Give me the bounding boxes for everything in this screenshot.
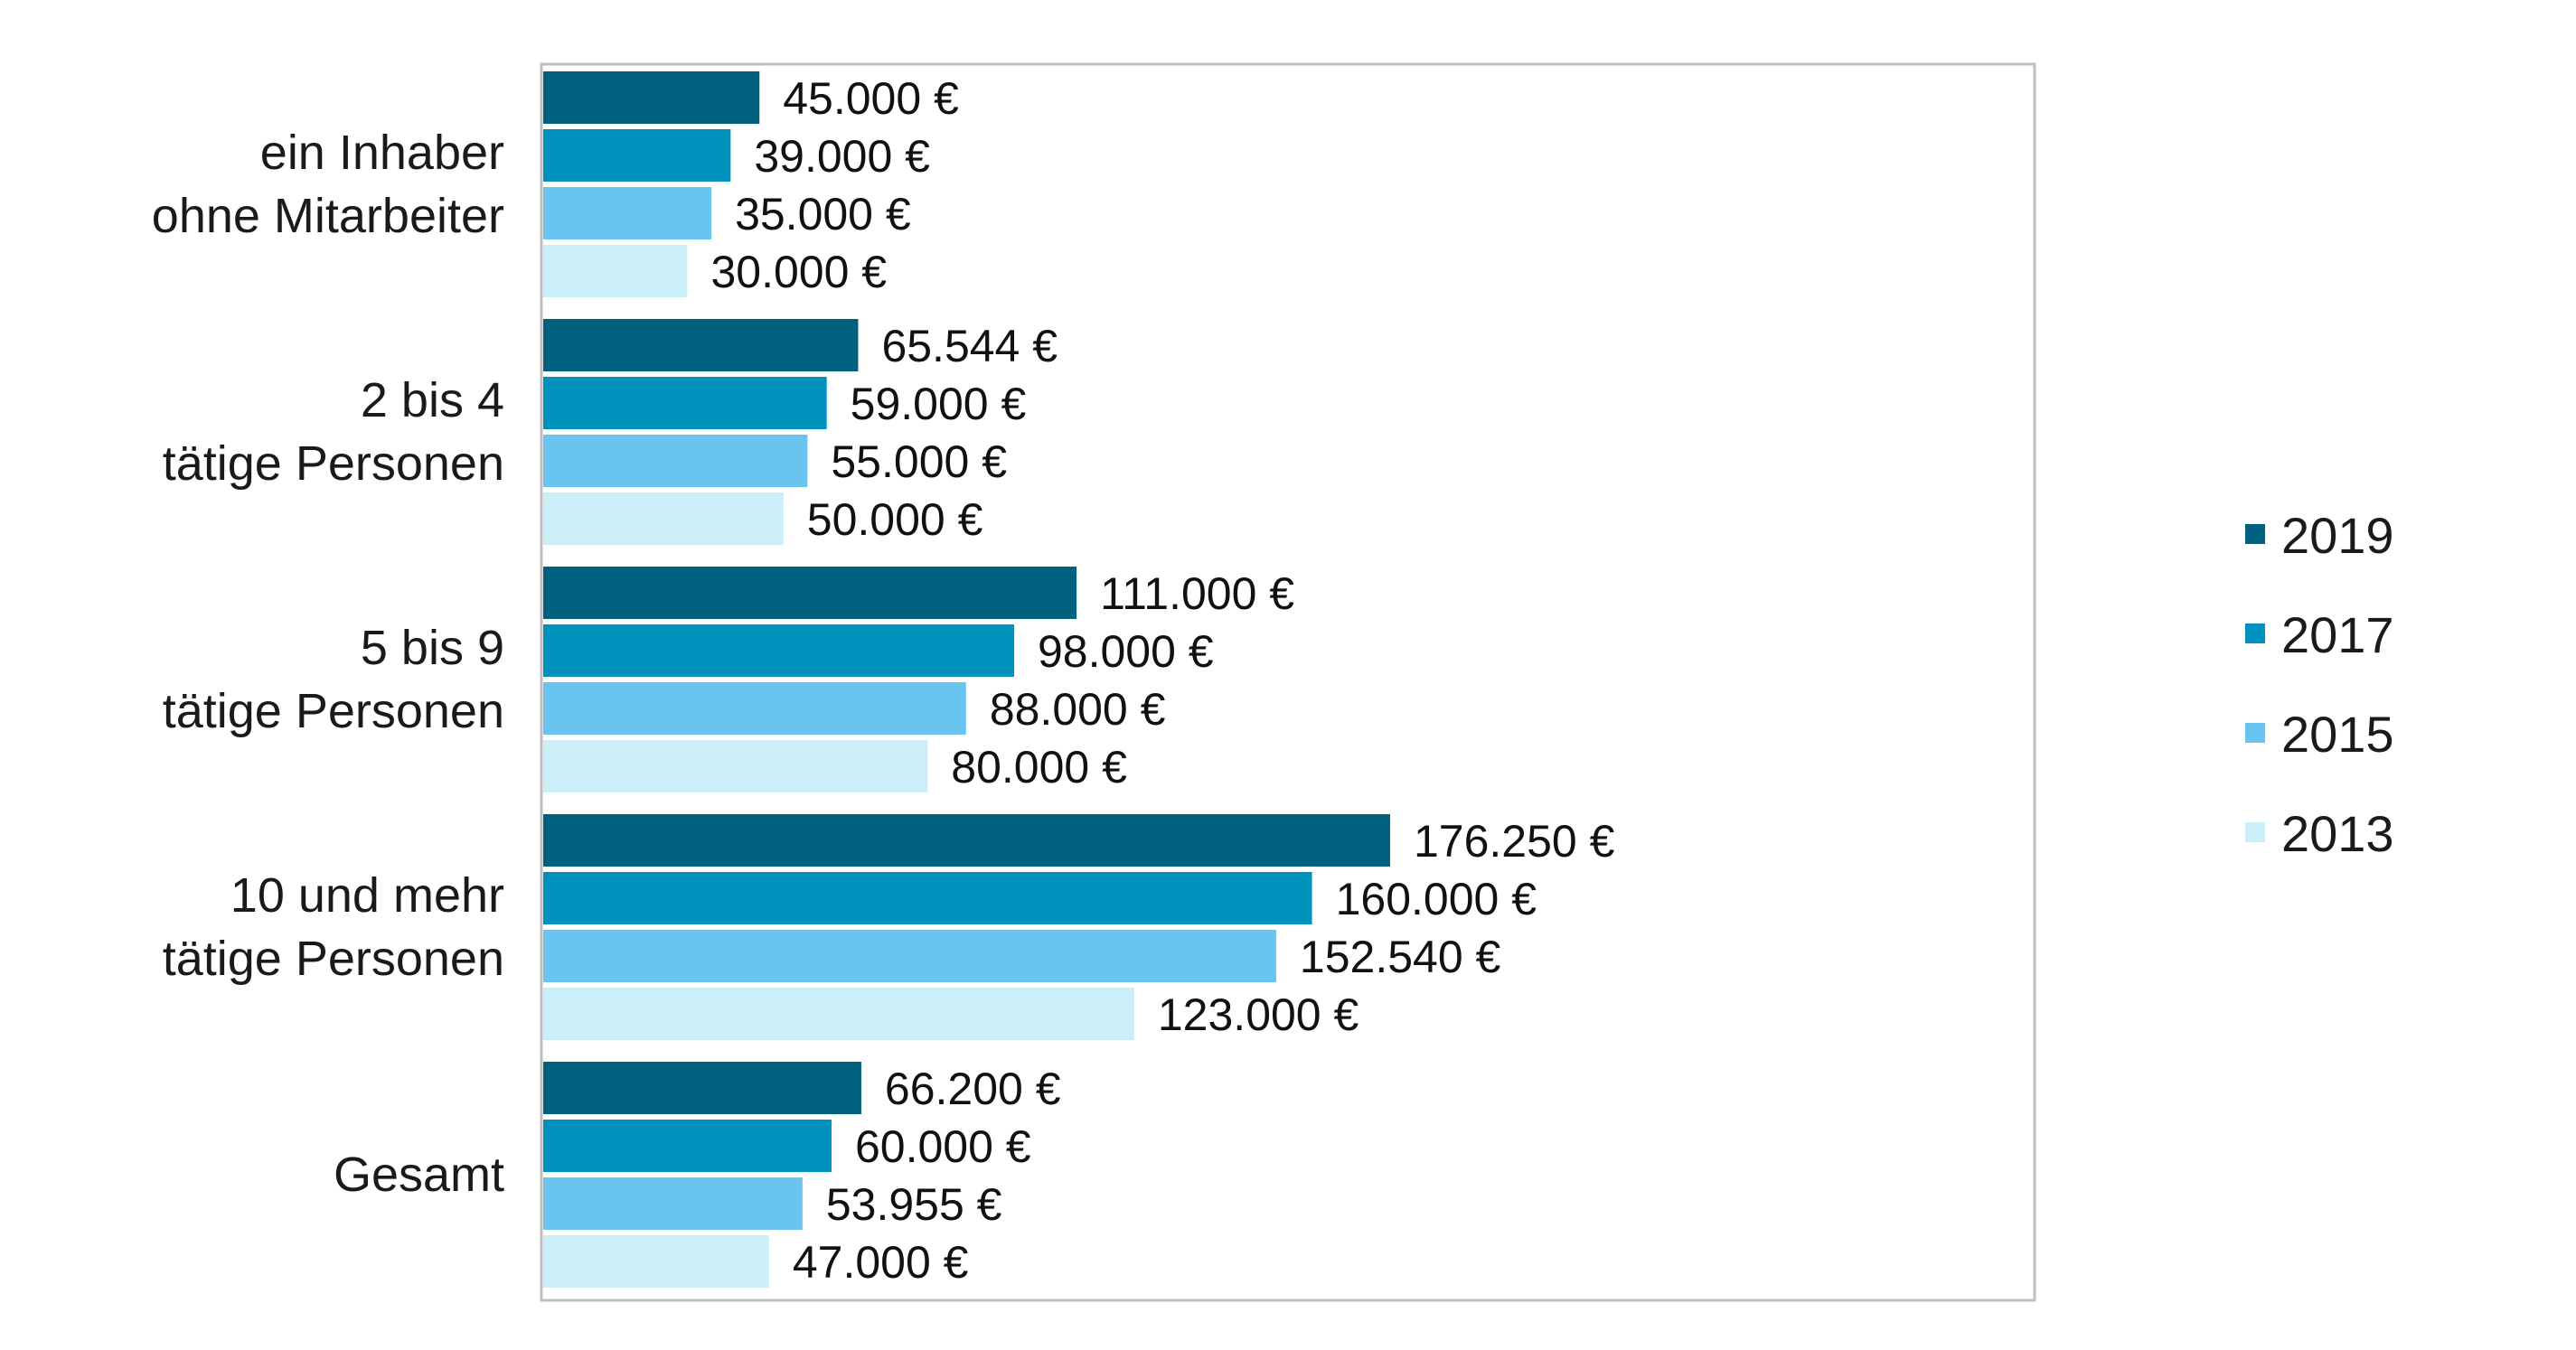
value-label-2017-cat-2: 98.000 € — [1038, 626, 1214, 677]
category-label-3-line-1: tätige Personen — [163, 932, 504, 986]
bar-2015-cat-1 — [543, 435, 808, 487]
legend-swatch-2013 — [2245, 822, 2265, 842]
value-label-2015-cat-1: 55.000 € — [831, 436, 1007, 487]
value-label-2019-cat-0: 45.000 € — [783, 73, 959, 124]
value-label-2013-cat-2: 80.000 € — [951, 742, 1127, 792]
legend-label-2019: 2019 — [2281, 507, 2394, 564]
value-label-2019-cat-3: 176.250 € — [1414, 816, 1615, 867]
bar-2013-cat-1 — [543, 492, 784, 545]
value-label-2015-cat-4: 53.955 € — [826, 1179, 1002, 1230]
legend-label-2013: 2013 — [2281, 805, 2394, 862]
bar-2013-cat-2 — [543, 740, 928, 792]
category-label-2-line-1: tätige Personen — [163, 684, 504, 738]
value-label-2013-cat-3: 123.000 € — [1158, 989, 1359, 1040]
value-label-2013-cat-0: 30.000 € — [710, 247, 887, 297]
legend-swatch-2017 — [2245, 623, 2265, 643]
bars-layer — [543, 71, 1390, 1288]
category-label-3-line-0: 10 und mehr — [230, 868, 504, 923]
bar-2015-cat-2 — [543, 682, 966, 735]
bar-2015-cat-3 — [543, 930, 1276, 982]
value-label-2019-cat-1: 65.544 € — [881, 321, 1058, 371]
legend-swatch-2019 — [2245, 524, 2265, 544]
legend: 2019 2017 2015 2013 — [2245, 507, 2394, 862]
bar-2019-cat-2 — [543, 567, 1077, 619]
value-label-2015-cat-0: 35.000 € — [735, 189, 911, 239]
value-label-2013-cat-4: 47.000 € — [793, 1237, 969, 1288]
category-label-1-line-1: tätige Personen — [163, 436, 504, 491]
legend-label-2015: 2015 — [2281, 706, 2394, 763]
value-label-2019-cat-2: 111.000 € — [1100, 568, 1294, 619]
bar-2015-cat-0 — [543, 187, 712, 239]
value-label-2017-cat-0: 39.000 € — [754, 131, 930, 182]
category-label-4-line-0: Gesamt — [334, 1148, 504, 1202]
category-label-0-line-1: ohne Mitarbeiter — [152, 189, 504, 243]
bar-2015-cat-4 — [543, 1177, 803, 1230]
value-labels-layer: 45.000 € 39.000 € 35.000 € 30.000 € 65.544 €… — [710, 73, 1614, 1288]
bar-2013-cat-4 — [543, 1235, 769, 1288]
value-label-2017-cat-1: 59.000 € — [851, 379, 1027, 429]
category-label-2-line-0: 5 bis 9 — [361, 621, 504, 675]
bar-2017-cat-2 — [543, 624, 1014, 677]
bar-2013-cat-0 — [543, 245, 688, 297]
bar-2019-cat-4 — [543, 1062, 861, 1114]
value-label-2019-cat-4: 66.200 € — [885, 1064, 1061, 1114]
legend-label-2017: 2017 — [2281, 606, 2394, 663]
bar-2017-cat-1 — [543, 377, 827, 429]
category-label-0-line-0: ein Inhaber — [260, 126, 504, 180]
category-labels-layer: ein Inhaber ohne Mitarbeiter 2 bis 4 tätige… — [152, 126, 504, 1202]
value-label-2013-cat-1: 50.000 € — [807, 494, 983, 545]
bar-2017-cat-4 — [543, 1120, 832, 1172]
value-label-2015-cat-2: 88.000 € — [990, 684, 1166, 735]
value-label-2017-cat-3: 160.000 € — [1336, 874, 1537, 924]
bar-2017-cat-0 — [543, 129, 731, 182]
bar-2013-cat-3 — [543, 988, 1134, 1040]
bar-2019-cat-3 — [543, 814, 1390, 867]
value-label-2017-cat-4: 60.000 € — [855, 1121, 1031, 1172]
category-label-1-line-0: 2 bis 4 — [361, 373, 504, 427]
bar-2019-cat-0 — [543, 71, 760, 124]
bar-2017-cat-3 — [543, 872, 1312, 924]
value-label-2015-cat-3: 152.540 € — [1300, 932, 1501, 982]
bar-2019-cat-1 — [543, 319, 859, 371]
legend-swatch-2015 — [2245, 723, 2265, 743]
